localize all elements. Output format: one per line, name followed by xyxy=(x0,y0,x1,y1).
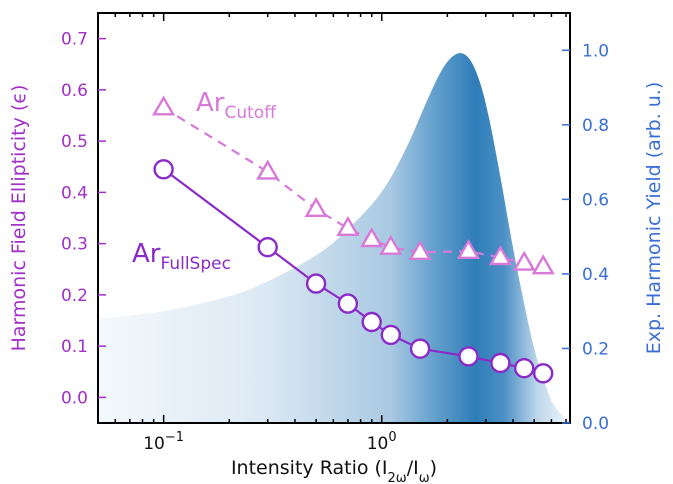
right-y-axis-ticks: 0.0 0.2 0.4 0.6 0.8 1.0 xyxy=(562,41,609,434)
right-y-tick-label: 1.0 xyxy=(582,41,609,61)
cutoff-point xyxy=(304,196,328,218)
fullspec-point xyxy=(361,311,382,333)
right-y-axis-label: Exp. Harmonic Yield (arb. u.) xyxy=(643,82,665,355)
cutoff-point xyxy=(456,238,481,259)
left-y-axis-ticks: 0.0 0.1 0.2 0.3 0.4 0.5 0.6 0.7 xyxy=(61,30,106,408)
cutoff-point xyxy=(488,245,512,266)
cutoff-point xyxy=(336,215,360,237)
fullspec-markers xyxy=(153,159,554,384)
x-tick-label: 10−1 xyxy=(143,430,184,454)
left-y-tick-label: 0.5 xyxy=(61,132,88,152)
fullspec-point xyxy=(533,363,554,384)
fullspec-point xyxy=(514,358,535,379)
right-y-tick-label: 0.0 xyxy=(582,414,609,434)
harmonic-yield-area xyxy=(98,53,570,423)
cutoff-point xyxy=(152,95,176,116)
right-y-tick-label: 0.2 xyxy=(582,339,609,359)
cutoff-point xyxy=(512,250,536,271)
left-y-tick-label: 0.6 xyxy=(61,81,88,101)
left-y-tick-label: 0.7 xyxy=(61,30,88,50)
fullspec-point xyxy=(153,159,174,180)
cutoff-point xyxy=(531,254,555,275)
cutoff-series-label: ArCutoff xyxy=(196,88,277,123)
fullspec-series-label: ArFullSpec xyxy=(132,239,231,274)
fullspec-point xyxy=(380,324,401,346)
cutoff-point xyxy=(379,234,403,255)
right-y-tick-label: 0.6 xyxy=(582,190,609,210)
cutoff-point xyxy=(360,227,384,248)
left-y-tick-label: 0.2 xyxy=(61,286,88,306)
cutoff-point xyxy=(256,159,280,180)
fullspec-point xyxy=(305,273,327,294)
left-y-tick-label: 0.1 xyxy=(61,337,88,357)
fullspec-point xyxy=(409,338,431,359)
fullspec-point xyxy=(337,293,359,314)
fullspec-point xyxy=(257,236,278,258)
x-axis-label: Intensity Ratio (I2ω/Iω) xyxy=(231,457,437,484)
left-y-axis-label: Harmonic Field Ellipticity (ϵ) xyxy=(8,85,30,352)
left-y-tick-label: 0.0 xyxy=(61,388,88,408)
right-y-tick-label: 0.4 xyxy=(582,265,609,285)
cutoff-point xyxy=(408,239,432,260)
right-y-tick-label: 0.8 xyxy=(582,116,609,136)
left-y-tick-label: 0.4 xyxy=(61,183,88,203)
fullspec-point xyxy=(490,352,511,374)
fullspec-point xyxy=(458,346,479,367)
x-axis-ticks: 10−1 100 xyxy=(97,13,567,454)
x-tick-label: 100 xyxy=(367,430,397,454)
cutoff-markers xyxy=(152,95,555,275)
left-y-tick-label: 0.3 xyxy=(61,235,88,255)
